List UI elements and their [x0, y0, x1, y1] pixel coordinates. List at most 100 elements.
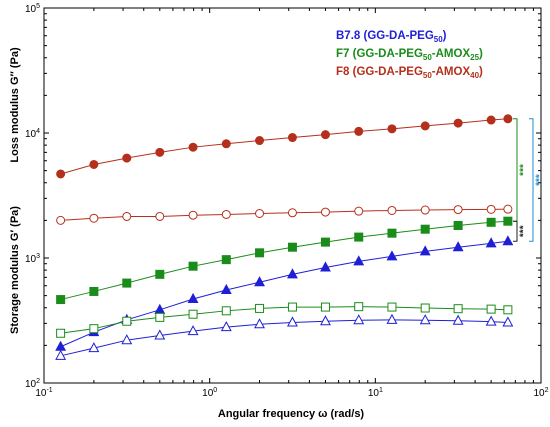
data-point [419, 245, 431, 256]
series-line [60, 118, 508, 175]
data-point [386, 250, 398, 261]
data-point [387, 228, 397, 238]
data-point [320, 130, 330, 140]
data-point [320, 315, 331, 326]
significance-label: *** [519, 164, 530, 176]
legend: B7.8 (GG-DA-PEG50) F7 (GG-DA-PEG50-AMOX25… [336, 30, 483, 80]
data-point [386, 313, 398, 324]
data-point [255, 303, 265, 313]
axis-ticks: 10-1 100 101 102 102 103 104 105 [25, 3, 549, 399]
data-point [503, 114, 513, 124]
data-point [56, 169, 66, 179]
data-point [56, 328, 66, 338]
data-point [453, 304, 463, 314]
data-point [155, 269, 165, 279]
data-point [221, 306, 231, 316]
data-point [453, 205, 463, 215]
x-tick-label: 10-1 [35, 387, 52, 399]
significance-bracket: *** [513, 118, 530, 222]
x-tick-label: 102 [533, 387, 548, 399]
data-point [89, 286, 99, 296]
data-point [320, 237, 330, 247]
series-2 [56, 216, 513, 305]
data-point [387, 302, 397, 312]
data-point [255, 136, 265, 146]
data-point [502, 316, 514, 327]
x-tick-label: 101 [368, 387, 383, 399]
data-point [287, 268, 298, 279]
data-point [420, 224, 430, 234]
data-point [187, 292, 199, 303]
data-point [56, 215, 66, 225]
bracket-line [513, 118, 518, 222]
legend-entry: B7.8 (GG-DA-PEG50) [336, 30, 447, 44]
data-point [287, 316, 298, 327]
data-point [486, 217, 496, 227]
x-axis-label: Angular frequency ω (rad/s) [218, 408, 365, 420]
y-tick-label: 103 [25, 253, 40, 265]
data-point [122, 211, 132, 221]
legend-entry: F7 (GG-DA-PEG50-AMOX25) [336, 48, 483, 62]
data-point [353, 255, 365, 266]
data-point [354, 206, 364, 216]
data-point [387, 124, 397, 134]
data-point [287, 242, 297, 252]
data-point [453, 118, 463, 128]
data-point [354, 126, 364, 136]
significance-bracket: *** [529, 118, 546, 242]
data-point [255, 248, 265, 258]
data-point [89, 324, 99, 334]
data-point [354, 232, 364, 242]
series-1 [55, 313, 514, 360]
data-point [88, 342, 100, 353]
data-point [320, 207, 330, 217]
significance-label: *** [519, 225, 530, 237]
data-point [485, 315, 497, 326]
data-point [55, 340, 67, 351]
data-point [287, 208, 297, 218]
data-point [188, 210, 198, 220]
data-point [485, 237, 497, 248]
data-point [254, 318, 265, 329]
data-point [155, 211, 165, 221]
data-point [122, 316, 132, 326]
data-point [188, 309, 198, 319]
data-point [221, 255, 231, 265]
data-point [255, 208, 265, 218]
data-point [56, 295, 66, 305]
data-point [453, 220, 463, 230]
series-line [60, 220, 508, 301]
series-3 [56, 302, 513, 338]
data-point [320, 261, 331, 272]
plot-border [43, 7, 542, 384]
data-point [89, 213, 99, 223]
y-axis-label-storage: Storage modulus G′ (Pa) [9, 206, 21, 334]
data-point [122, 278, 132, 288]
data-point [419, 314, 431, 325]
data-point [221, 209, 231, 219]
bracket-line [529, 118, 534, 242]
data-point [452, 241, 464, 252]
data-point [486, 204, 496, 214]
data-point [320, 302, 330, 312]
data-point [188, 261, 198, 271]
data-point [188, 142, 198, 152]
significance-label: *** [535, 174, 546, 186]
data-point [154, 329, 166, 340]
data-point [502, 235, 514, 246]
data-point [354, 302, 364, 312]
y-tick-label: 104 [25, 128, 40, 140]
data-point [503, 305, 513, 315]
data-point [187, 325, 199, 336]
y-axis-label-loss: Loss modulus G″ (Pa) [9, 47, 21, 163]
data-point [254, 276, 265, 287]
y-tick-label: 105 [25, 3, 40, 15]
data-point [486, 304, 496, 314]
data-point [486, 115, 496, 125]
y-tick-label: 102 [25, 378, 40, 390]
data-point [220, 321, 232, 332]
data-point [503, 216, 513, 226]
data-point [155, 312, 165, 322]
data-point [122, 153, 132, 163]
